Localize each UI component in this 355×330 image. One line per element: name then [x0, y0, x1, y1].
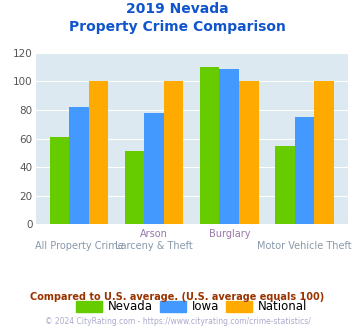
Text: Arson: Arson [140, 229, 168, 239]
Bar [219, 69, 239, 224]
Text: © 2024 CityRating.com - https://www.cityrating.com/crime-statistics/: © 2024 CityRating.com - https://www.city… [45, 317, 310, 326]
Bar [144, 113, 164, 224]
Bar [314, 82, 334, 224]
Text: Larceny & Theft: Larceny & Theft [115, 241, 193, 251]
Text: 2019 Nevada: 2019 Nevada [126, 2, 229, 16]
Bar [239, 82, 258, 224]
Bar [295, 117, 314, 224]
Text: Compared to U.S. average. (U.S. average equals 100): Compared to U.S. average. (U.S. average … [31, 292, 324, 302]
Text: Motor Vehicle Theft: Motor Vehicle Theft [257, 241, 352, 251]
Bar [164, 82, 184, 224]
Bar [200, 67, 219, 224]
Bar [69, 107, 89, 224]
Text: All Property Crime: All Property Crime [35, 241, 124, 251]
Bar [275, 146, 295, 224]
Bar [125, 151, 144, 224]
Legend: Nevada, Iowa, National: Nevada, Iowa, National [71, 295, 312, 318]
Bar [50, 137, 69, 224]
Bar [89, 82, 108, 224]
Text: Burglary: Burglary [208, 229, 250, 239]
Text: Property Crime Comparison: Property Crime Comparison [69, 20, 286, 34]
